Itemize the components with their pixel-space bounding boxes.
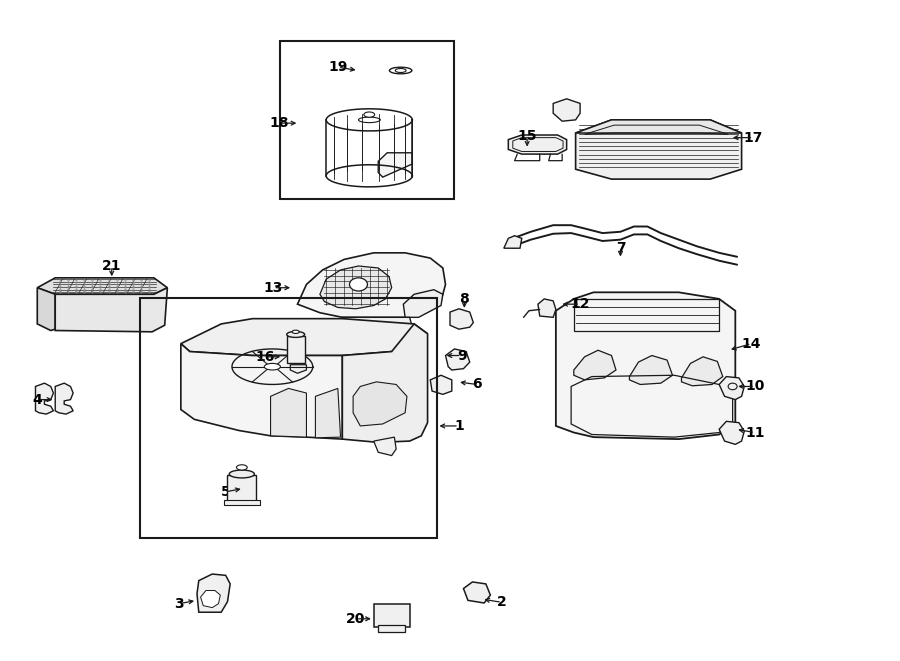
Ellipse shape (510, 237, 519, 249)
Bar (224, 500, 260, 505)
Text: 17: 17 (743, 131, 763, 145)
Polygon shape (430, 375, 452, 395)
Polygon shape (446, 349, 470, 370)
Polygon shape (201, 590, 220, 607)
Text: 7: 7 (616, 241, 625, 255)
Polygon shape (353, 382, 407, 426)
Ellipse shape (265, 364, 281, 370)
Text: 1: 1 (454, 419, 464, 433)
Polygon shape (556, 292, 735, 439)
Polygon shape (464, 582, 490, 603)
Polygon shape (719, 421, 744, 444)
Polygon shape (55, 383, 73, 414)
Text: 14: 14 (742, 336, 761, 351)
Text: 11: 11 (745, 426, 765, 440)
Text: 21: 21 (102, 259, 122, 273)
Polygon shape (338, 317, 412, 336)
Bar (228, 475, 256, 502)
Polygon shape (374, 437, 396, 455)
Polygon shape (271, 389, 306, 437)
Bar (280, 41, 454, 199)
Polygon shape (298, 253, 446, 317)
Text: 15: 15 (518, 130, 537, 143)
Text: 6: 6 (472, 377, 482, 391)
Bar (287, 336, 304, 364)
Polygon shape (378, 153, 412, 177)
Polygon shape (181, 319, 428, 356)
Polygon shape (554, 98, 580, 121)
Polygon shape (320, 266, 392, 309)
Ellipse shape (237, 465, 248, 470)
Ellipse shape (395, 69, 406, 73)
Text: 3: 3 (175, 597, 184, 611)
Text: 20: 20 (346, 612, 365, 626)
Text: 16: 16 (256, 350, 274, 364)
Text: 8: 8 (460, 292, 469, 306)
Polygon shape (538, 299, 556, 317)
Polygon shape (291, 365, 306, 373)
Bar (378, 625, 405, 632)
Text: 5: 5 (220, 485, 230, 499)
Polygon shape (55, 288, 167, 332)
Polygon shape (37, 278, 167, 294)
Polygon shape (35, 383, 53, 414)
Polygon shape (681, 357, 723, 386)
Polygon shape (576, 120, 742, 179)
Ellipse shape (292, 330, 300, 333)
Text: 19: 19 (328, 60, 347, 74)
Ellipse shape (390, 67, 412, 74)
Polygon shape (315, 389, 340, 438)
Text: 18: 18 (270, 116, 289, 130)
Text: 2: 2 (497, 596, 507, 609)
Text: 4: 4 (32, 393, 42, 407)
Polygon shape (574, 350, 616, 380)
Text: 13: 13 (264, 281, 283, 295)
Polygon shape (576, 120, 742, 133)
Bar (140, 297, 436, 538)
Ellipse shape (287, 331, 304, 337)
Polygon shape (403, 290, 443, 317)
Polygon shape (629, 356, 672, 385)
Bar (374, 603, 410, 627)
Ellipse shape (349, 278, 367, 291)
Text: 9: 9 (457, 348, 466, 362)
Polygon shape (181, 344, 342, 439)
Ellipse shape (230, 470, 255, 478)
Text: 12: 12 (571, 297, 590, 311)
Ellipse shape (364, 112, 374, 117)
Polygon shape (508, 135, 567, 154)
Text: 10: 10 (745, 379, 765, 393)
Polygon shape (197, 574, 230, 612)
Polygon shape (342, 324, 428, 442)
Polygon shape (504, 236, 522, 249)
Polygon shape (37, 288, 55, 330)
Polygon shape (450, 309, 473, 329)
Polygon shape (719, 377, 744, 400)
